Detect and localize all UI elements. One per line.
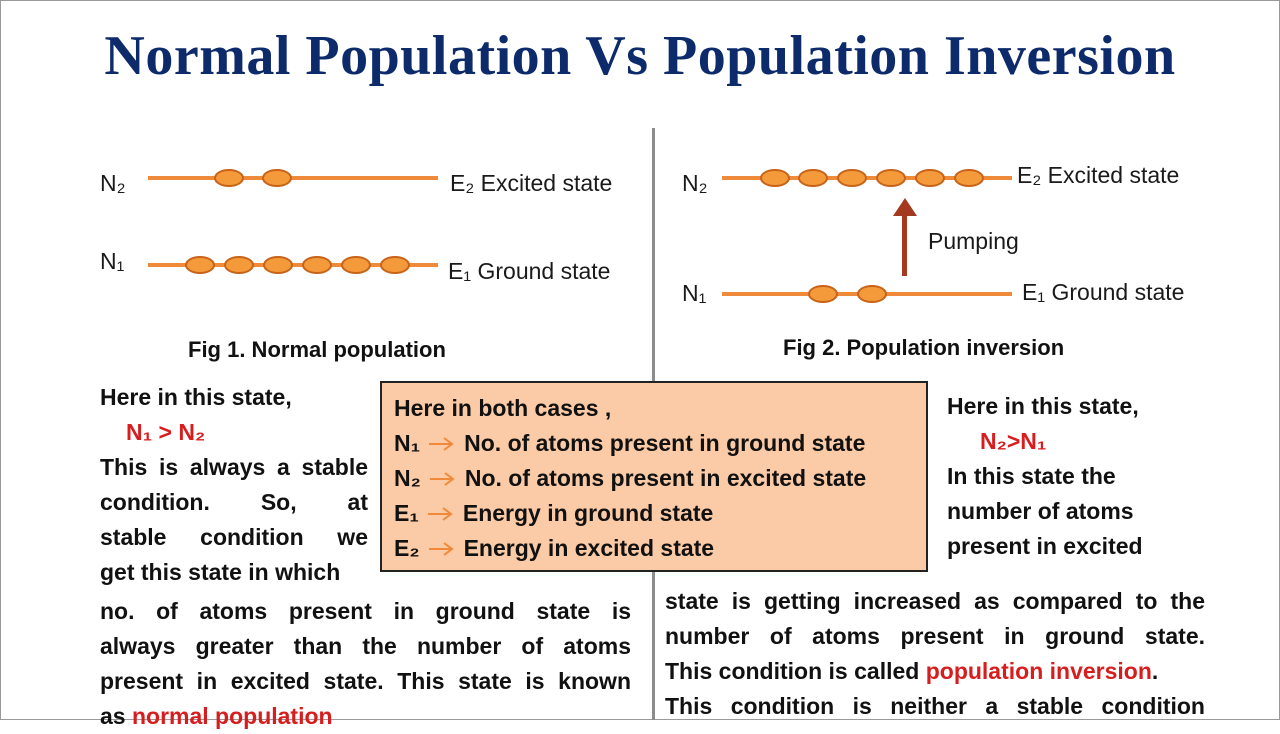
- left-para-line: present in excited state. This state is …: [100, 668, 631, 694]
- legend-symbol: E₂: [394, 535, 420, 561]
- fig2-excited-level: [722, 176, 1012, 180]
- fig1-excited-level: [148, 176, 438, 180]
- fig1-ground-level: [148, 263, 438, 267]
- left-intro: Here in this state,: [100, 384, 292, 410]
- left-line: condition. So, at: [100, 489, 368, 515]
- legend-description: No. of atoms present in excited state: [464, 465, 867, 491]
- legend-description: Energy in excited state: [463, 535, 715, 561]
- fig2-ground-state-label: E₁ Ground state: [1022, 279, 1185, 305]
- pumping-arrow-shaft: [902, 214, 907, 276]
- right-line: present in excited: [947, 533, 1143, 559]
- left-line: stable condition we: [100, 524, 368, 550]
- fig1-atom-ground: [263, 256, 293, 274]
- legend-description: Energy in ground state: [462, 500, 714, 526]
- fig2-atom-excited: [876, 169, 906, 187]
- legend-symbol: E₁: [394, 500, 419, 526]
- legend-symbol: N₁: [394, 430, 421, 456]
- right-arrow-icon: [427, 500, 453, 527]
- center-divider: [652, 128, 655, 388]
- legend-row: N₁ No. of atoms present in ground state: [394, 430, 865, 457]
- fig1-atom-ground: [185, 256, 215, 274]
- slide-title: Normal Population Vs Population Inversio…: [104, 25, 1176, 87]
- fig1-atom-excited: [262, 169, 292, 187]
- fig2-atom-excited: [954, 169, 984, 187]
- right-arrow-icon: [428, 535, 454, 562]
- right-para-line: number of atoms present in ground state.: [665, 623, 1205, 649]
- legend-row: E₂ Energy in excited state: [394, 535, 714, 562]
- left-last-prefix: as: [100, 703, 132, 729]
- right-intro: Here in this state,: [947, 393, 1139, 419]
- fig1-atom-ground: [341, 256, 371, 274]
- right-condition-prefix: This condition is called: [665, 658, 926, 684]
- right-relation: N₂>N₁: [980, 428, 1047, 454]
- right-arrow-icon: [429, 465, 455, 492]
- fig1-n2-label: N₂: [100, 170, 126, 196]
- population-inversion-highlight: population inversion: [925, 658, 1152, 684]
- legend-box: Here in both cases , N₁ No. of atoms pres…: [380, 381, 928, 572]
- right-condition-suffix: .: [1151, 658, 1159, 684]
- right-line: number of atoms: [947, 498, 1134, 524]
- right-arrow-icon: [428, 430, 454, 457]
- fig2-atom-excited: [837, 169, 867, 187]
- left-para-line: always greater than the number of atoms: [100, 633, 631, 659]
- left-last-line: as normal population: [100, 699, 333, 734]
- left-relation: N₁ > N₂: [126, 419, 206, 445]
- fig1-caption: Fig 1. Normal population: [188, 337, 446, 362]
- fig2-atom-ground: [808, 285, 838, 303]
- fig2-n1-label: N₁: [682, 280, 707, 306]
- fig2-caption: Fig 2. Population inversion: [783, 335, 1065, 360]
- legend-symbol: N₂: [394, 465, 421, 491]
- fig2-n2-label: N₂: [682, 170, 708, 196]
- fig1-atom-excited: [214, 169, 244, 187]
- fig2-atom-excited: [798, 169, 828, 187]
- fig1-atom-ground: [302, 256, 332, 274]
- fig1-n1-label: N₁: [100, 248, 125, 274]
- legend-row: E₁ Energy in ground state: [394, 500, 713, 527]
- right-para-line: state is getting increased as compared t…: [665, 588, 1205, 614]
- pumping-label: Pumping: [928, 228, 1019, 254]
- normal-population-highlight: normal population: [131, 703, 333, 729]
- left-para-line: no. of atoms present in ground state is: [100, 598, 631, 624]
- fig2-atom-ground: [857, 285, 887, 303]
- left-line: This is always a stable: [100, 454, 368, 480]
- fig2-atom-excited: [760, 169, 790, 187]
- right-condition-line: This condition is called population inve…: [665, 654, 1158, 689]
- legend-heading: Here in both cases ,: [394, 395, 612, 421]
- fig1-excited-state-label: E₂ Excited state: [450, 170, 613, 196]
- fig2-atom-excited: [915, 169, 945, 187]
- legend-description: No. of atoms present in ground state: [464, 430, 866, 456]
- fig2-excited-state-label: E₂ Excited state: [1017, 162, 1180, 188]
- right-line: In this state the: [947, 463, 1116, 489]
- pumping-arrow-head: [893, 198, 917, 216]
- right-last-line: This condition is neither a stable condi…: [665, 693, 1205, 719]
- left-line: get this state in which: [100, 559, 341, 585]
- fig1-atom-ground: [224, 256, 254, 274]
- center-divider-lower: [652, 570, 655, 720]
- legend-row: N₂ No. of atoms present in excited state: [394, 465, 866, 492]
- fig1-atom-ground: [380, 256, 410, 274]
- fig1-ground-state-label: E₁ Ground state: [448, 258, 611, 284]
